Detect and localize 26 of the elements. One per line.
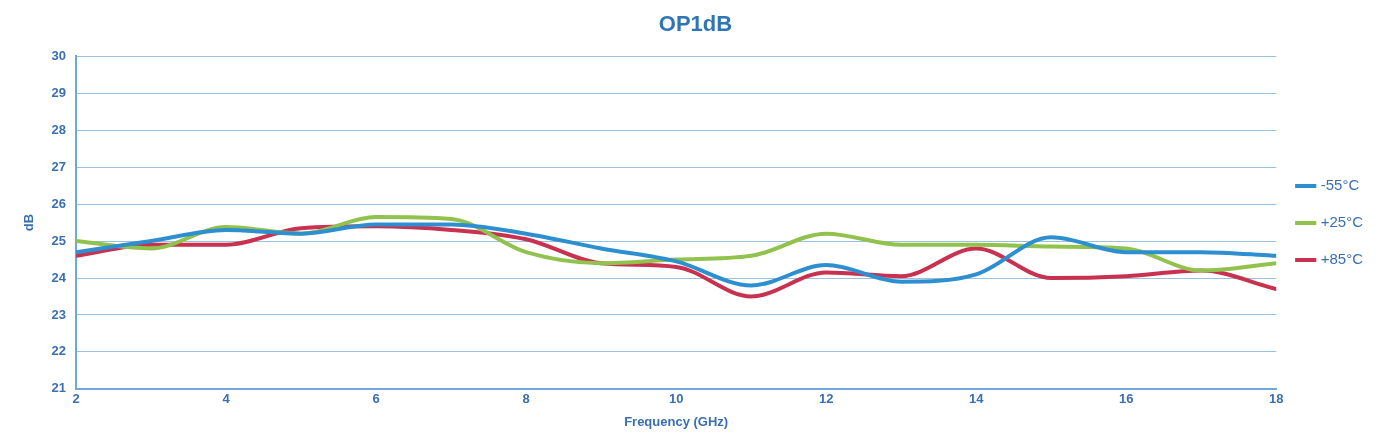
chart-title: OP1dB [658, 11, 733, 37]
x-tick-label: 16 [1118, 391, 1134, 407]
y-tick-label: 22 [51, 343, 67, 359]
x-tick-label: 6 [372, 391, 380, 407]
x-tick-label: 10 [668, 391, 684, 407]
x-tick-label: 8 [522, 391, 530, 407]
x-tick-label: 14 [968, 391, 985, 407]
legend-label: +85°C [1320, 250, 1364, 268]
x-tick-label: 4 [222, 391, 231, 407]
legend-label: +25°C [1320, 213, 1364, 231]
x-axis-title: Frequency (GHz) [624, 413, 729, 429]
y-tick-label: 23 [51, 306, 67, 322]
y-tick-label: 21 [51, 380, 67, 396]
y-axis-title: dB [21, 213, 37, 232]
y-tick-label: 29 [51, 84, 67, 100]
y-tick-label: 27 [51, 158, 67, 174]
y-tick-label: 24 [51, 269, 67, 285]
x-tick-label: 18 [1268, 391, 1284, 407]
y-tick-label: 25 [51, 232, 67, 248]
y-tick-label: 28 [51, 121, 67, 137]
line-series [76, 222, 1277, 288]
y-tick-label: 26 [51, 195, 67, 211]
legend-label: -55°C [1320, 176, 1360, 194]
y-tick-label: 30 [51, 47, 67, 63]
x-tick-label: 2 [72, 391, 80, 407]
x-tick-label: 12 [818, 391, 834, 407]
